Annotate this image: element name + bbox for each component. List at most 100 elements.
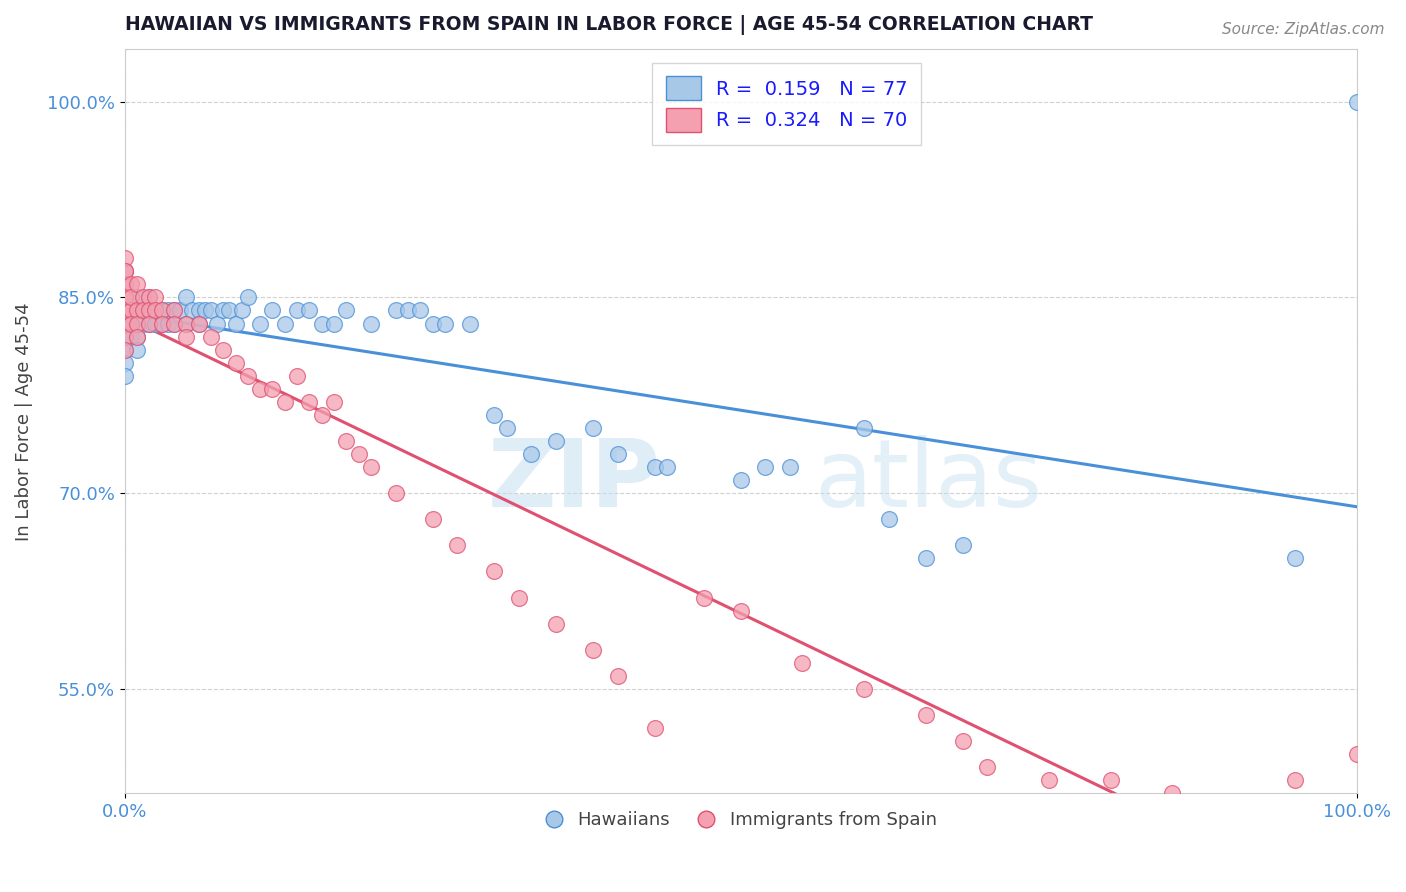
- Point: [1038, 773, 1060, 788]
- Point: [422, 512, 444, 526]
- Point: [347, 447, 370, 461]
- Text: HAWAIIAN VS IMMIGRANTS FROM SPAIN IN LABOR FORCE | AGE 45-54 CORRELATION CHART: HAWAIIAN VS IMMIGRANTS FROM SPAIN IN LAB…: [125, 15, 1092, 35]
- Point: [150, 317, 173, 331]
- Point: [125, 277, 148, 292]
- Point: [285, 303, 308, 318]
- Point: [120, 329, 142, 343]
- Point: [114, 317, 136, 331]
- Point: [187, 303, 209, 318]
- Point: [114, 303, 136, 318]
- Point: [163, 317, 186, 331]
- Point: [1099, 773, 1122, 788]
- Point: [458, 317, 481, 331]
- Point: [792, 656, 814, 670]
- Point: [174, 329, 197, 343]
- Point: [114, 303, 136, 318]
- Point: [484, 408, 506, 422]
- Point: [323, 317, 346, 331]
- Point: [434, 317, 457, 331]
- Point: [125, 317, 148, 331]
- Point: [145, 317, 167, 331]
- Point: [125, 343, 148, 357]
- Point: [262, 303, 284, 318]
- Point: [952, 538, 974, 552]
- Point: [335, 434, 357, 448]
- Point: [114, 290, 136, 304]
- Point: [508, 591, 530, 605]
- Point: [236, 290, 259, 304]
- Point: [163, 303, 186, 318]
- Point: [1222, 813, 1244, 827]
- Point: [1161, 786, 1184, 800]
- Point: [132, 290, 155, 304]
- Point: [132, 317, 155, 331]
- Point: [145, 290, 167, 304]
- Point: [544, 616, 567, 631]
- Point: [174, 317, 197, 331]
- Point: [132, 303, 155, 318]
- Point: [114, 343, 136, 357]
- Point: [114, 329, 136, 343]
- Point: [311, 317, 333, 331]
- Point: [360, 317, 382, 331]
- Point: [1247, 799, 1270, 814]
- Point: [138, 317, 160, 331]
- Point: [384, 303, 406, 318]
- Point: [120, 303, 142, 318]
- Point: [114, 264, 136, 278]
- Point: [120, 290, 142, 304]
- Point: [225, 317, 247, 331]
- Point: [1284, 551, 1306, 566]
- Point: [544, 434, 567, 448]
- Point: [114, 264, 136, 278]
- Point: [145, 303, 167, 318]
- Point: [730, 604, 752, 618]
- Point: [114, 277, 136, 292]
- Point: [754, 460, 776, 475]
- Point: [194, 303, 217, 318]
- Point: [236, 368, 259, 383]
- Point: [125, 329, 148, 343]
- Point: [138, 290, 160, 304]
- Point: [484, 565, 506, 579]
- Point: [1284, 773, 1306, 788]
- Point: [174, 317, 197, 331]
- Point: [446, 538, 468, 552]
- Point: [644, 721, 666, 735]
- Point: [150, 303, 173, 318]
- Point: [285, 368, 308, 383]
- Point: [853, 681, 876, 696]
- Point: [132, 303, 155, 318]
- Point: [274, 317, 297, 331]
- Point: [125, 317, 148, 331]
- Point: [914, 708, 936, 723]
- Point: [114, 252, 136, 266]
- Point: [114, 264, 136, 278]
- Point: [138, 290, 160, 304]
- Point: [187, 317, 209, 331]
- Point: [120, 303, 142, 318]
- Point: [156, 303, 179, 318]
- Point: [114, 277, 136, 292]
- Point: [150, 303, 173, 318]
- Legend: Hawaiians, Immigrants from Spain: Hawaiians, Immigrants from Spain: [537, 804, 943, 837]
- Point: [520, 447, 543, 461]
- Point: [125, 290, 148, 304]
- Point: [212, 343, 235, 357]
- Y-axis label: In Labor Force | Age 45-54: In Labor Force | Age 45-54: [15, 302, 32, 541]
- Point: [311, 408, 333, 422]
- Point: [644, 460, 666, 475]
- Point: [360, 460, 382, 475]
- Point: [138, 303, 160, 318]
- Point: [323, 394, 346, 409]
- Point: [582, 642, 605, 657]
- Point: [187, 317, 209, 331]
- Point: [114, 368, 136, 383]
- Point: [120, 317, 142, 331]
- Point: [730, 473, 752, 487]
- Point: [298, 303, 321, 318]
- Point: [1346, 747, 1368, 762]
- Point: [114, 290, 136, 304]
- Point: [156, 317, 179, 331]
- Point: [952, 734, 974, 748]
